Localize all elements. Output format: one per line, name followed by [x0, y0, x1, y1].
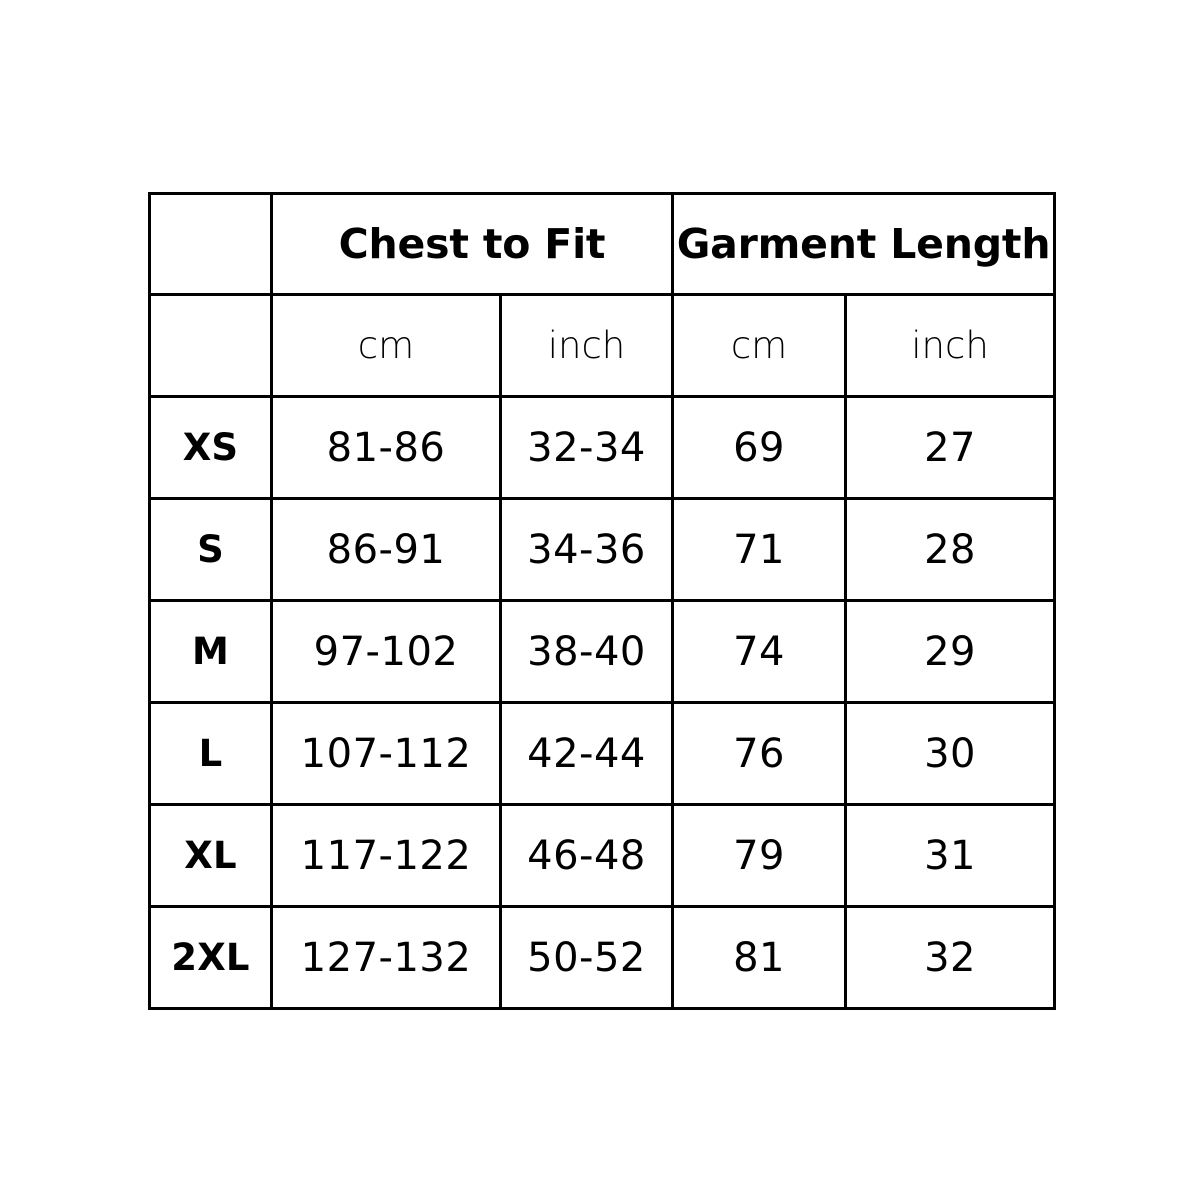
chest-cm-value: 107-112	[270, 701, 502, 806]
length-inch-value: 31	[844, 803, 1057, 908]
size-label: L	[148, 701, 273, 806]
corner-blank-cell-2	[148, 293, 273, 398]
size-label: 2XL	[148, 905, 273, 1010]
chest-inch-value: 46-48	[498, 803, 675, 908]
header-unit-row: cm inch cm inch	[148, 293, 1057, 398]
length-cm-value: 69	[671, 395, 848, 500]
chest-inch-value: 32-34	[498, 395, 675, 500]
length-cm-value: 74	[671, 599, 848, 704]
length-inch-value: 32	[844, 905, 1057, 1010]
size-label: M	[148, 599, 273, 704]
table-row: XL 117-122 46-48 79 31	[148, 803, 1057, 908]
length-inch-value: 28	[844, 497, 1057, 602]
length-cm-value: 76	[671, 701, 848, 806]
length-inch-value: 29	[844, 599, 1057, 704]
length-inch-value: 30	[844, 701, 1057, 806]
table-row: XS 81-86 32-34 69 27	[148, 395, 1057, 500]
table-row: L 107-112 42-44 76 30	[148, 701, 1057, 806]
table-row: M 97-102 38-40 74 29	[148, 599, 1057, 704]
chest-cm-value: 86-91	[270, 497, 502, 602]
unit-header-length-inch: inch	[844, 293, 1057, 398]
chest-cm-value: 81-86	[270, 395, 502, 500]
column-group-chest-to-fit: Chest to Fit	[269, 192, 675, 296]
chest-cm-value: 117-122	[270, 803, 502, 908]
chest-cm-value: 127-132	[270, 905, 502, 1010]
chest-inch-value: 42-44	[498, 701, 675, 806]
table-row: 2XL 127-132 50-52 81 32	[148, 905, 1057, 1010]
size-label: XS	[148, 395, 273, 500]
size-label: XL	[148, 803, 273, 908]
chest-inch-value: 38-40	[498, 599, 675, 704]
header-group-row: Chest to Fit Garment Length	[148, 192, 1057, 296]
unit-header-chest-cm: cm	[270, 293, 502, 398]
chest-inch-value: 50-52	[498, 905, 675, 1010]
chest-cm-value: 97-102	[270, 599, 502, 704]
size-label: S	[148, 497, 273, 602]
length-cm-value: 81	[671, 905, 848, 1010]
length-cm-value: 71	[671, 497, 848, 602]
unit-header-chest-inch: inch	[498, 293, 675, 398]
corner-blank-cell	[148, 192, 273, 296]
length-cm-value: 79	[671, 803, 848, 908]
column-group-garment-length: Garment Length	[671, 192, 1057, 296]
length-inch-value: 27	[844, 395, 1057, 500]
chest-inch-value: 34-36	[498, 497, 675, 602]
table-row: S 86-91 34-36 71 28	[148, 497, 1057, 602]
unit-header-length-cm: cm	[671, 293, 848, 398]
size-chart-container: Chest to Fit Garment Length cm inch cm i…	[148, 192, 1057, 1010]
size-chart-table: Chest to Fit Garment Length cm inch cm i…	[148, 192, 1057, 1010]
